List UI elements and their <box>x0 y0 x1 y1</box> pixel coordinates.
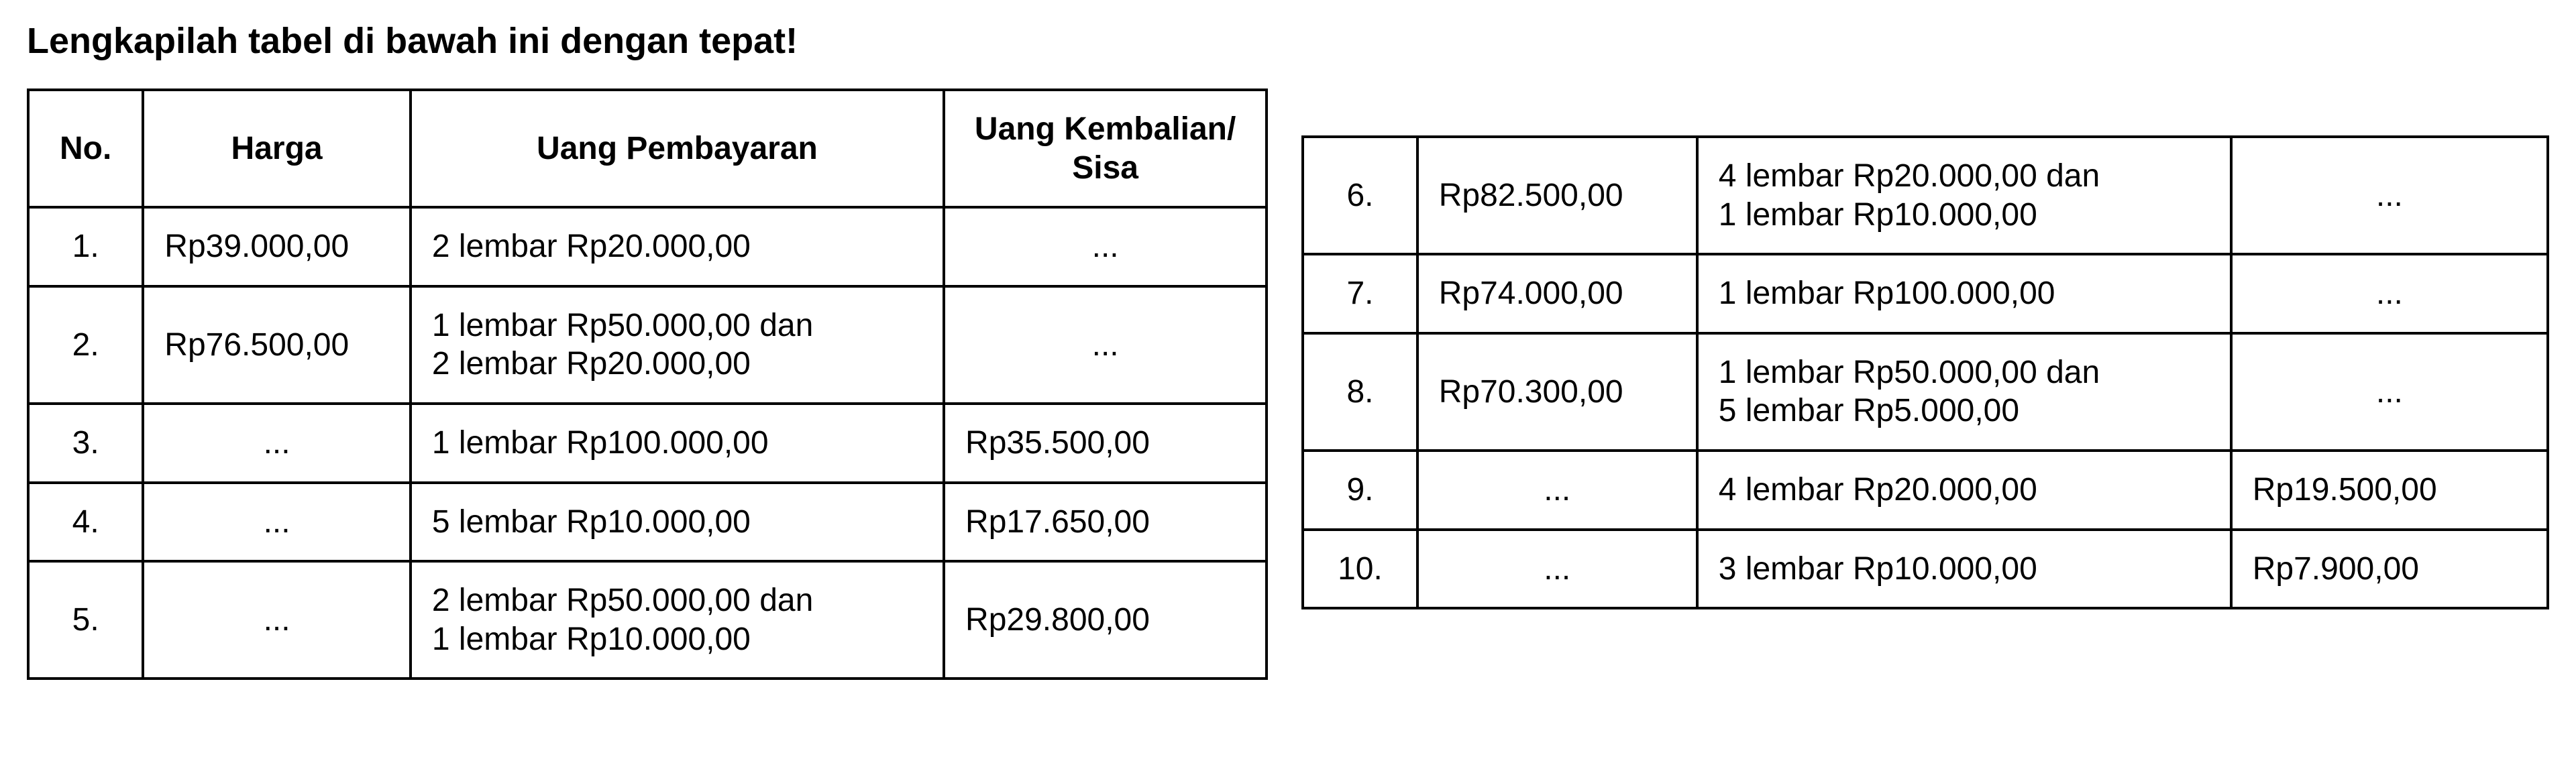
cell-sisa: ... <box>2231 333 2548 451</box>
cell-pay: 1 lembar Rp50.000,00 dan2 lembar Rp20.00… <box>411 286 944 404</box>
right-table-wrapper: 6. Rp82.500,00 4 lembar Rp20.000,00 dan1… <box>1301 89 2549 609</box>
table-header-row: No. Harga Uang Pembayaran Uang Kembalian… <box>28 90 1267 207</box>
cell-no: 5. <box>28 561 143 679</box>
col-header-pay: Uang Pembayaran <box>411 90 944 207</box>
cell-pay: 3 lembar Rp10.000,00 <box>1697 530 2231 609</box>
table-row: 3. ... 1 lembar Rp100.000,00 Rp35.500,00 <box>28 404 1267 483</box>
table-row: 7. Rp74.000,00 1 lembar Rp100.000,00 ... <box>1303 254 2548 333</box>
cell-harga: ... <box>143 404 411 483</box>
cell-sisa: Rp7.900,00 <box>2231 530 2548 609</box>
cell-harga: ... <box>1417 451 1697 530</box>
tables-row: No. Harga Uang Pembayaran Uang Kembalian… <box>27 89 2549 680</box>
col-header-sisa: Uang Kembalian/Sisa <box>944 90 1267 207</box>
col-header-harga: Harga <box>143 90 411 207</box>
cell-harga: Rp76.500,00 <box>143 286 411 404</box>
cell-sisa: Rp17.650,00 <box>944 483 1267 562</box>
cell-pay: 1 lembar Rp50.000,00 dan5 lembar Rp5.000… <box>1697 333 2231 451</box>
cell-no: 9. <box>1303 451 1417 530</box>
cell-harga: ... <box>1417 530 1697 609</box>
cell-sisa: ... <box>2231 254 2548 333</box>
instruction-text: Lengkapilah tabel di bawah ini dengan te… <box>27 20 2549 62</box>
cell-harga: Rp82.500,00 <box>1417 137 1697 254</box>
cell-no: 7. <box>1303 254 1417 333</box>
cell-sisa: Rp35.500,00 <box>944 404 1267 483</box>
table-row: 1. Rp39.000,00 2 lembar Rp20.000,00 ... <box>28 207 1267 286</box>
cell-sisa: Rp29.800,00 <box>944 561 1267 679</box>
table-row: 10. ... 3 lembar Rp10.000,00 Rp7.900,00 <box>1303 530 2548 609</box>
cell-no: 3. <box>28 404 143 483</box>
table-row: 8. Rp70.300,00 1 lembar Rp50.000,00 dan5… <box>1303 333 2548 451</box>
cell-no: 10. <box>1303 530 1417 609</box>
cell-no: 6. <box>1303 137 1417 254</box>
cell-pay: 5 lembar Rp10.000,00 <box>411 483 944 562</box>
table-row: 6. Rp82.500,00 4 lembar Rp20.000,00 dan1… <box>1303 137 2548 254</box>
cell-sisa: ... <box>944 286 1267 404</box>
cell-pay: 1 lembar Rp100.000,00 <box>411 404 944 483</box>
cell-harga: Rp74.000,00 <box>1417 254 1697 333</box>
cell-no: 8. <box>1303 333 1417 451</box>
money-table-left: No. Harga Uang Pembayaran Uang Kembalian… <box>27 89 1268 680</box>
worksheet-page: Lengkapilah tabel di bawah ini dengan te… <box>0 0 2576 761</box>
cell-pay: 1 lembar Rp100.000,00 <box>1697 254 2231 333</box>
cell-harga: Rp39.000,00 <box>143 207 411 286</box>
table-row: 5. ... 2 lembar Rp50.000,00 dan1 lembar … <box>28 561 1267 679</box>
table-row: 9. ... 4 lembar Rp20.000,00 Rp19.500,00 <box>1303 451 2548 530</box>
cell-harga: Rp70.300,00 <box>1417 333 1697 451</box>
cell-harga: ... <box>143 561 411 679</box>
money-table-right: 6. Rp82.500,00 4 lembar Rp20.000,00 dan1… <box>1301 135 2549 609</box>
cell-harga: ... <box>143 483 411 562</box>
table-row: 4. ... 5 lembar Rp10.000,00 Rp17.650,00 <box>28 483 1267 562</box>
cell-no: 1. <box>28 207 143 286</box>
cell-pay: 4 lembar Rp20.000,00 dan1 lembar Rp10.00… <box>1697 137 2231 254</box>
cell-sisa: Rp19.500,00 <box>2231 451 2548 530</box>
cell-pay: 2 lembar Rp50.000,00 dan1 lembar Rp10.00… <box>411 561 944 679</box>
cell-pay: 2 lembar Rp20.000,00 <box>411 207 944 286</box>
col-header-no: No. <box>28 90 143 207</box>
cell-pay: 4 lembar Rp20.000,00 <box>1697 451 2231 530</box>
cell-sisa: ... <box>2231 137 2548 254</box>
table-row: 2. Rp76.500,00 1 lembar Rp50.000,00 dan2… <box>28 286 1267 404</box>
cell-no: 2. <box>28 286 143 404</box>
cell-no: 4. <box>28 483 143 562</box>
cell-sisa: ... <box>944 207 1267 286</box>
